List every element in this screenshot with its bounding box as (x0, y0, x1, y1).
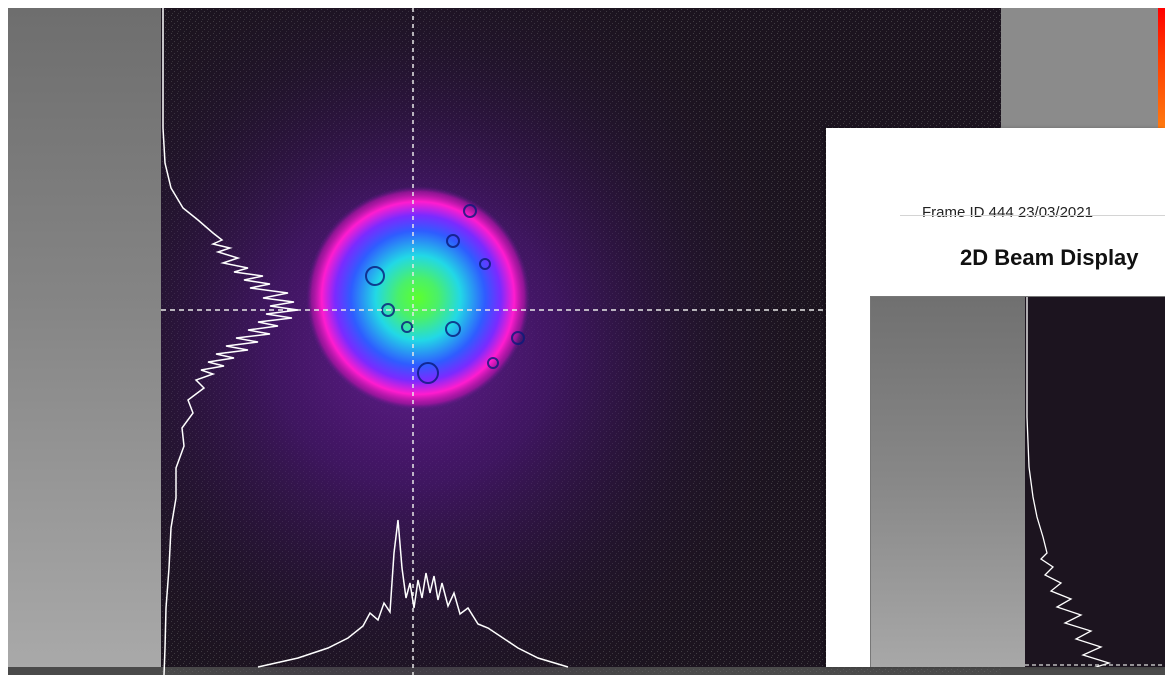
beam-report-panel: Frame ID 444 23/03/2021 2D Beam Display (826, 128, 1165, 667)
vertical-profile-background (8, 8, 161, 667)
beam-spot (300, 178, 536, 422)
mini-overlay (1025, 297, 1165, 667)
vertical-profile-line (162, 8, 299, 675)
mini-profile-line (1026, 297, 1112, 667)
panel-divider (900, 215, 1165, 216)
horizontal-profile-line (257, 519, 569, 668)
mini-beam-area (1025, 297, 1165, 667)
frame-info-text: Frame ID 444 23/03/2021 (922, 204, 1093, 221)
mini-beam-view (870, 296, 1165, 667)
diffraction-rings (365, 204, 525, 384)
mini-profile-background (871, 297, 1025, 667)
panel-title: 2D Beam Display (960, 245, 1139, 270)
color-scale-bar (1158, 8, 1165, 128)
